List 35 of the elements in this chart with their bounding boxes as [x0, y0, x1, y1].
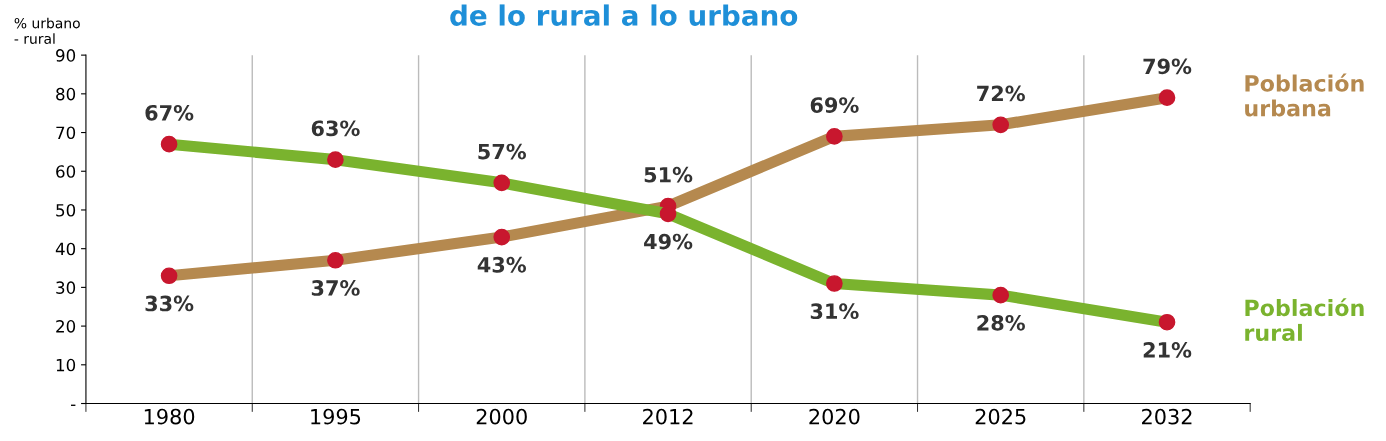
y-tick-label: 10 [56, 358, 76, 372]
y-tick-label: 90 [56, 49, 76, 62]
text: Población urbana [1245, 73, 1364, 117]
data-label: 72% [977, 85, 1025, 102]
data-label: 37% [311, 280, 360, 296]
data-label: 67% [145, 104, 194, 121]
y-tick-label: 30 [56, 281, 76, 294]
y-tick-label: 80 [56, 87, 76, 101]
y-tick-label: 40 [55, 242, 76, 256]
y-axis-title: % urbano - rural [14, 17, 80, 44]
y-tick-label: 70 [56, 126, 76, 140]
data-label: 51% [644, 166, 693, 183]
x-tick-label: 1995 [311, 408, 361, 425]
y-tick-label: 20 [56, 320, 76, 333]
text: Población rural [1245, 298, 1364, 342]
x-tick-label: 2020 [809, 408, 860, 425]
chart-title: de lo rural a lo urbano [450, 4, 798, 26]
data-label: 79% [1143, 58, 1192, 75]
y-tick-label: 50 [56, 203, 76, 217]
data-label: 49% [644, 233, 693, 250]
x-tick-label: 1980 [144, 408, 195, 425]
data-label: 63% [311, 120, 360, 137]
data-label: 21% [1143, 342, 1192, 358]
data-label: 28% [977, 314, 1025, 331]
x-tick-label: 2025 [975, 408, 1026, 425]
data-label: 31% [810, 303, 859, 320]
data-label: 33% [145, 295, 194, 312]
x-tick-label: 2012 [643, 408, 693, 425]
data-label: 69% [810, 97, 859, 113]
y-tick-label: - [71, 404, 76, 406]
data-label: 43% [477, 256, 526, 273]
x-tick-label: 2032 [1142, 408, 1192, 425]
y-tick-label: 60 [56, 165, 76, 178]
x-tick-label: 2000 [476, 408, 527, 425]
data-label: 57% [478, 143, 526, 160]
